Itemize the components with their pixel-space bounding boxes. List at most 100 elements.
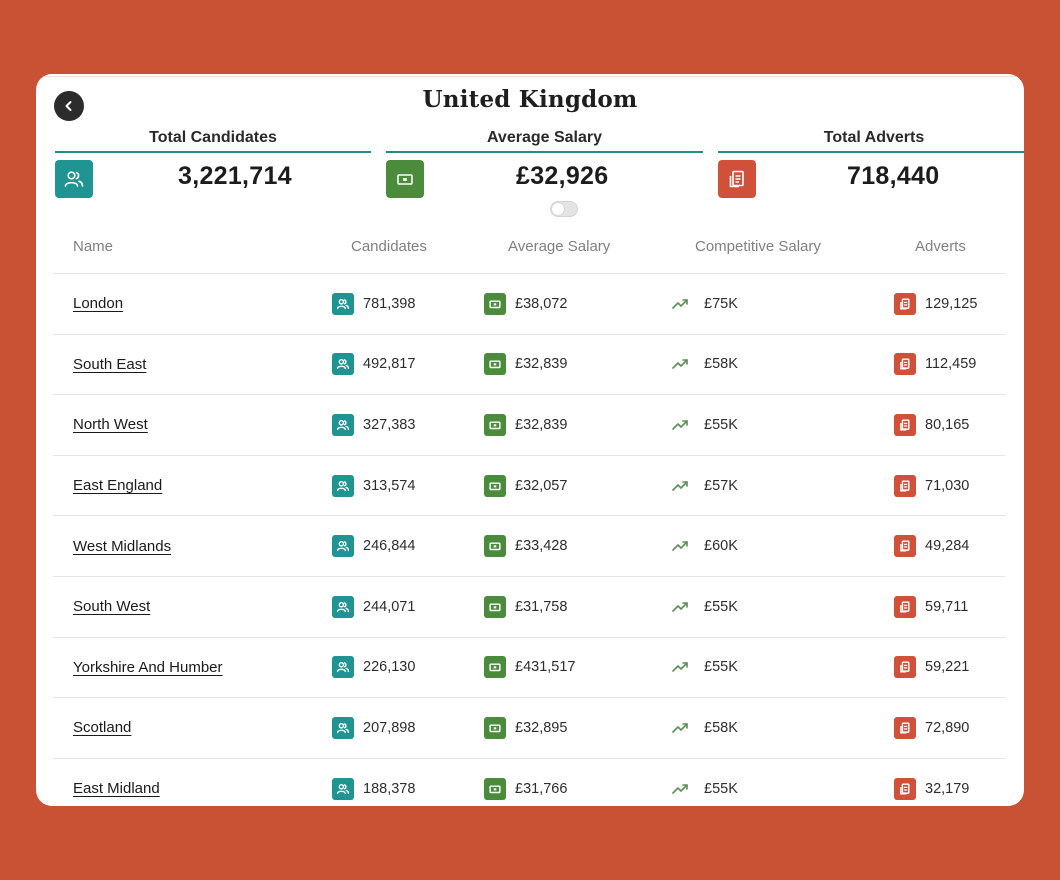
advert-icon — [894, 413, 916, 436]
region-link[interactable]: North West — [73, 416, 148, 434]
table-header: Name Candidates Average Salary Competiti… — [53, 224, 1006, 274]
average-salary-value: £38,072 — [515, 295, 568, 312]
cash-icon — [484, 292, 506, 315]
cash-icon — [484, 777, 506, 800]
stat-total-candidates: Total Candidates 3,221,714 — [55, 126, 371, 206]
cash-icon — [386, 160, 424, 198]
region-link[interactable]: London — [73, 295, 124, 313]
region-link[interactable]: South East — [73, 355, 147, 373]
people-icon — [332, 777, 354, 800]
header-name: Name — [73, 238, 114, 255]
competitive-salary-value: £57K — [704, 477, 738, 494]
trending-up-icon — [672, 662, 688, 673]
stat-total-adverts: Total Adverts 718,440 — [718, 126, 1024, 206]
advert-icon — [894, 292, 916, 315]
competitive-salary-value: £60K — [704, 538, 738, 555]
table-row: London 781,398 £38,072 — [53, 274, 1006, 335]
salary-toggle[interactable] — [550, 201, 578, 217]
toggle-knob — [552, 203, 564, 215]
competitive-salary-value: £58K — [704, 356, 738, 373]
header-candidates: Candidates — [351, 238, 427, 255]
header-competitive-salary: Competitive Salary — [695, 238, 821, 255]
average-salary-value: £32,839 — [515, 416, 568, 433]
region-link[interactable]: East England — [73, 477, 163, 495]
competitive-salary-value: £55K — [704, 598, 738, 615]
advert-icon — [718, 160, 756, 198]
advert-icon — [894, 474, 916, 497]
advert-icon — [894, 353, 916, 376]
stat-label: Total Candidates — [149, 129, 277, 146]
candidates-value: 226,130 — [363, 659, 416, 676]
average-salary-value: £32,895 — [515, 719, 568, 736]
table-row: North West 327,383 £32,839 — [53, 395, 1006, 456]
stat-underline — [718, 151, 1024, 153]
adverts-value: 32,179 — [925, 780, 970, 797]
competitive-salary-value: £58K — [704, 719, 738, 736]
candidates-value: 313,574 — [363, 477, 416, 494]
average-salary-value: £32,839 — [515, 356, 568, 373]
adverts-value: 59,221 — [925, 659, 970, 676]
region-link[interactable]: Scotland — [73, 719, 132, 737]
region-link[interactable]: West Midlands — [73, 537, 172, 555]
stat-label: Total Adverts — [823, 129, 925, 146]
page-title: United Kingdom — [422, 86, 638, 113]
stat-underline — [386, 151, 703, 153]
trending-up-icon — [672, 480, 688, 491]
adverts-value: 129,125 — [925, 295, 978, 312]
adverts-value: 49,284 — [925, 538, 970, 555]
stat-value: £32,926 — [516, 162, 609, 190]
regions-table: Name Candidates Average Salary Competiti… — [53, 224, 1006, 806]
advert-icon — [894, 535, 916, 558]
table-row: East England 313,574 £32,057 — [53, 456, 1006, 517]
adverts-value: 59,711 — [925, 598, 969, 615]
table-row: Scotland 207,898 £32,895 — [53, 698, 1006, 759]
cash-icon — [484, 474, 506, 497]
table-row: South East 492,817 £32,839 — [53, 335, 1006, 396]
back-button[interactable] — [54, 91, 84, 121]
advert-icon — [894, 595, 916, 618]
candidates-value: 244,071 — [363, 598, 416, 615]
average-salary-value: £33,428 — [515, 538, 568, 555]
adverts-value: 112,459 — [925, 356, 977, 373]
stat-value: 718,440 — [847, 162, 940, 190]
trending-up-icon — [672, 723, 688, 733]
people-icon — [332, 716, 354, 739]
stat-value: 3,221,714 — [178, 162, 292, 190]
competitive-salary-value: £55K — [704, 780, 738, 797]
stat-label: Average Salary — [486, 129, 603, 146]
people-icon — [332, 292, 354, 315]
table-row: West Midlands 246,844 £33,428 — [53, 516, 1006, 577]
trending-up-icon — [672, 298, 688, 309]
candidates-value: 327,383 — [363, 416, 416, 433]
people-icon — [332, 474, 354, 497]
cash-icon — [484, 656, 506, 679]
adverts-value: 80,165 — [925, 416, 970, 433]
candidates-value: 492,817 — [363, 356, 416, 373]
region-link[interactable]: South West — [73, 598, 151, 616]
average-salary-value: £32,057 — [515, 477, 568, 494]
people-icon — [332, 535, 354, 558]
region-link[interactable]: East Midland — [73, 780, 160, 798]
advert-icon — [894, 716, 916, 739]
candidates-value: 781,398 — [363, 295, 416, 312]
candidates-value: 188,378 — [363, 780, 416, 797]
competitive-salary-value: £55K — [704, 659, 738, 676]
cash-icon — [484, 535, 506, 558]
cash-icon — [484, 716, 506, 739]
advert-icon — [894, 656, 916, 679]
cash-icon — [484, 353, 506, 376]
advert-icon — [894, 777, 916, 800]
divider — [36, 76, 1024, 77]
region-link[interactable]: Yorkshire And Humber — [73, 658, 223, 676]
candidates-value: 207,898 — [363, 719, 416, 736]
people-icon — [332, 595, 354, 618]
adverts-value: 71,030 — [925, 477, 970, 494]
chevron-left-icon — [65, 101, 72, 111]
trending-up-icon — [672, 783, 688, 794]
table-row: Yorkshire And Humber 226,130 £431,517 — [53, 638, 1006, 699]
adverts-value: 72,890 — [925, 719, 970, 736]
stat-average-salary: Average Salary £32,926 — [386, 126, 703, 206]
table-body: London 781,398 £38,072 — [53, 274, 1006, 806]
people-icon — [55, 160, 93, 198]
competitive-salary-value: £55K — [704, 416, 738, 433]
